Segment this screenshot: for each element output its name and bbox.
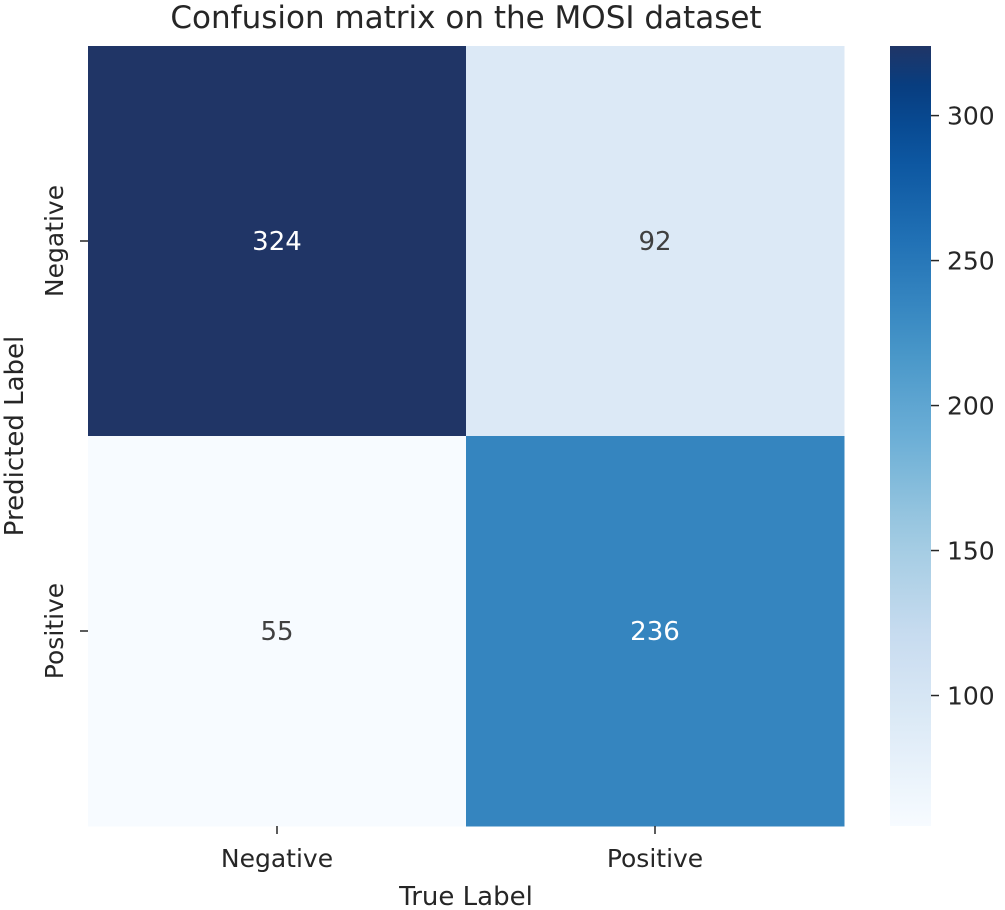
colorbar-ticks: 100 150 200 250 300 (931, 102, 995, 711)
y-tick-label-1: Positive (40, 583, 69, 679)
cell-value-r1-c0: 55 (260, 617, 293, 647)
cell-value-r0-c0: 324 (252, 227, 302, 257)
cell-value-r1-c1: 236 (630, 617, 680, 647)
y-tick-label-0: Negative (40, 185, 69, 297)
colorbar-tick-label-0: 100 (947, 682, 995, 711)
heatmap-cell-r1-c0 (88, 436, 467, 827)
x-axis-label: True Label (398, 882, 533, 910)
x-axis-ticks: Negative Positive (221, 826, 703, 873)
x-tick-label-0: Negative (221, 844, 333, 873)
x-tick-label-1: Positive (607, 844, 703, 873)
cell-value-r0-c1: 92 (638, 227, 671, 257)
colorbar-tick-label-1: 150 (947, 537, 995, 566)
heatmap-annotations: 324 92 55 236 (252, 227, 680, 647)
heatmap-cell-r1-c1 (466, 436, 845, 827)
chart-title: Confusion matrix on the MOSI dataset (170, 0, 761, 36)
heatmap-cell-r0-c1 (466, 46, 845, 437)
colorbar-tick-label-3: 250 (947, 247, 995, 276)
heatmap-cells (88, 46, 845, 827)
colorbar-tick-label-4: 300 (947, 102, 995, 131)
heatmap-cell-r0-c0 (88, 46, 467, 437)
colorbar-tick-label-2: 200 (947, 392, 995, 421)
y-axis-ticks: Negative Positive (40, 185, 88, 679)
colorbar (890, 46, 931, 826)
y-axis-label: Predicted Label (0, 336, 30, 536)
